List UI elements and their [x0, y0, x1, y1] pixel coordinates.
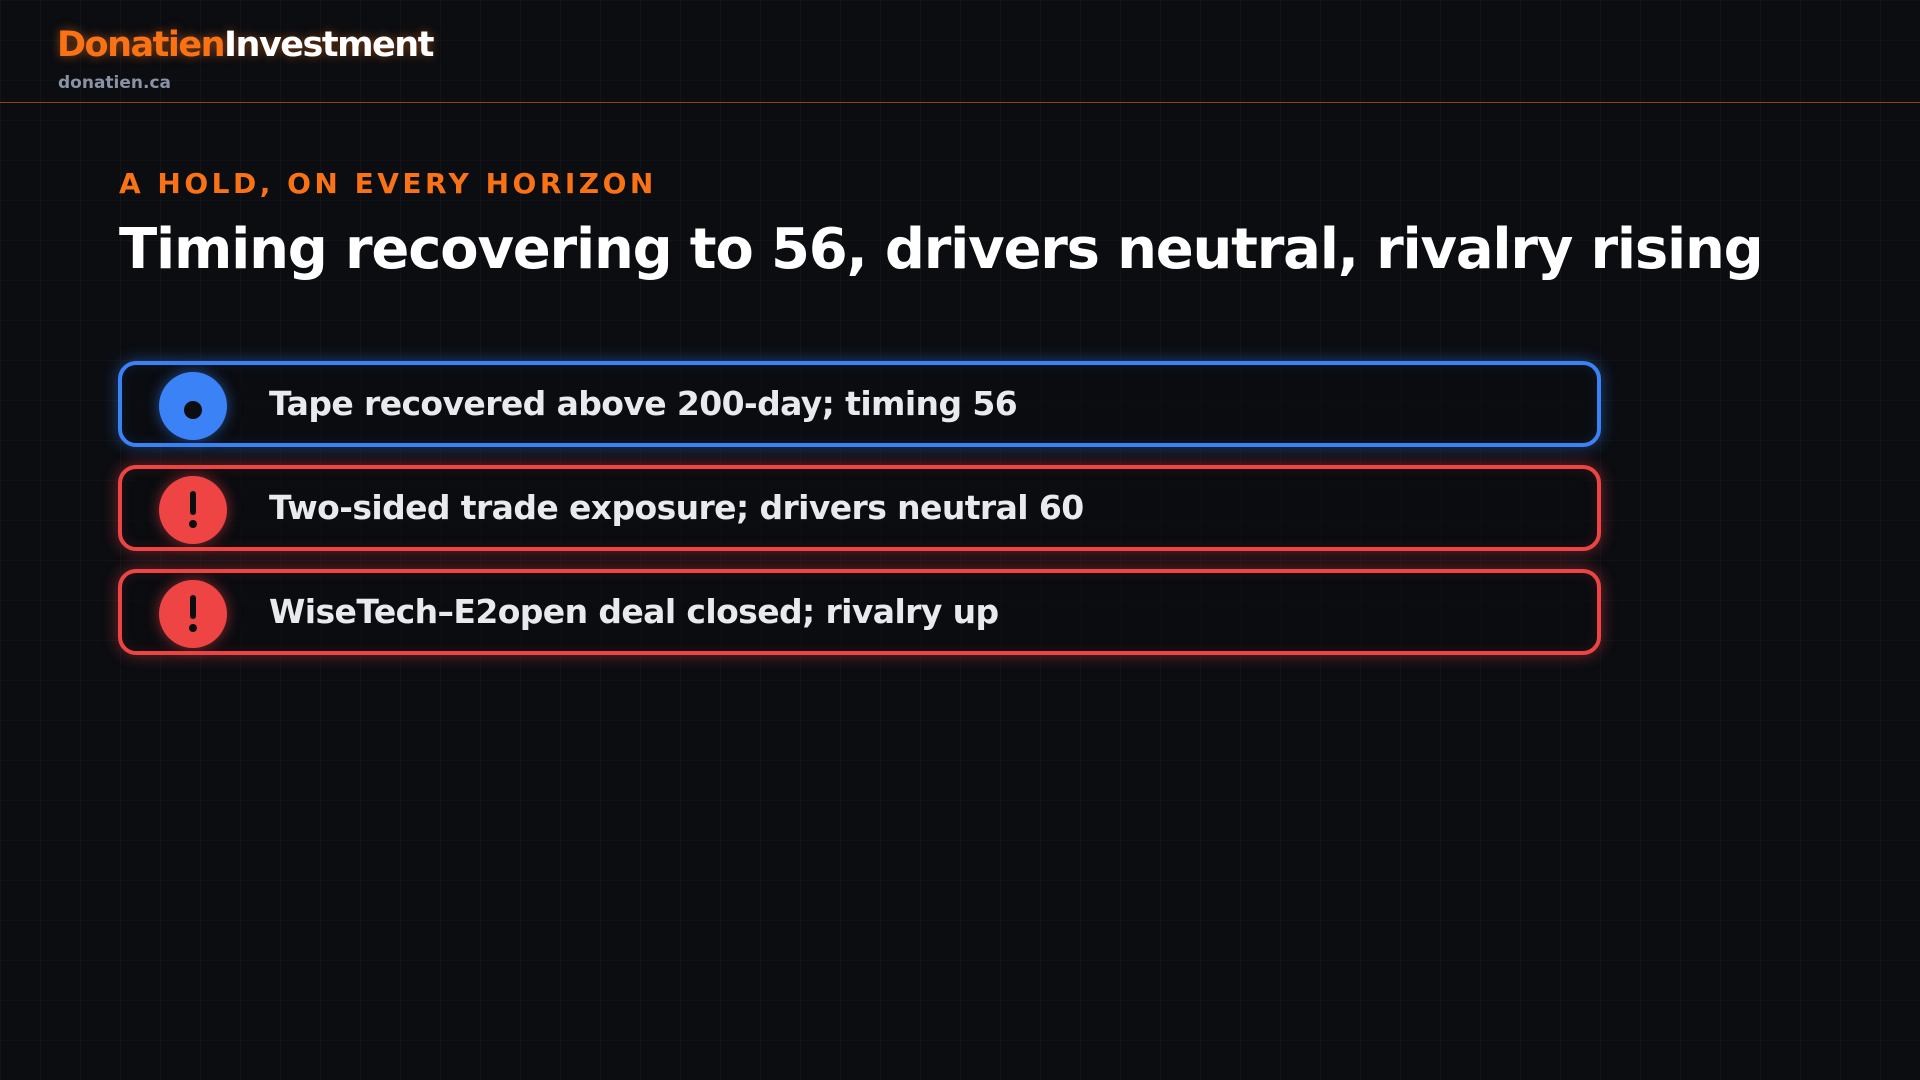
signal-label: Two-sided trade exposure; drivers neutra… [269, 488, 1084, 527]
signal-card-rivalry: WiseTech–E2open deal closed; rivalry up [118, 569, 1601, 655]
brand-logo[interactable]: DonatienInvestment [57, 22, 434, 68]
slide-title: Timing recovering to 56, drivers neutral… [119, 217, 1764, 282]
dot-icon [184, 401, 202, 419]
signal-label: Tape recovered above 200-day; timing 56 [269, 384, 1018, 423]
signal-card-drivers: Two-sided trade exposure; drivers neutra… [118, 465, 1601, 551]
status-badge [159, 372, 227, 440]
site-url[interactable]: donatien.ca [58, 73, 172, 93]
header-bar: DonatienInvestment donatien.ca [0, 0, 1920, 103]
signal-card-timing: Tape recovered above 200-day; timing 56 [118, 361, 1601, 447]
status-badge [159, 580, 227, 648]
exclamation-icon [189, 592, 197, 636]
exclamation-icon [189, 488, 197, 532]
signal-list: Tape recovered above 200-day; timing 56 … [118, 361, 1601, 673]
brand-primary: Donatien [57, 25, 226, 65]
slide-eyebrow: A HOLD, ON EVERY HORIZON [119, 167, 657, 200]
status-badge [159, 476, 227, 544]
signal-label: WiseTech–E2open deal closed; rivalry up [269, 592, 999, 631]
brand-secondary: Investment [224, 25, 434, 65]
